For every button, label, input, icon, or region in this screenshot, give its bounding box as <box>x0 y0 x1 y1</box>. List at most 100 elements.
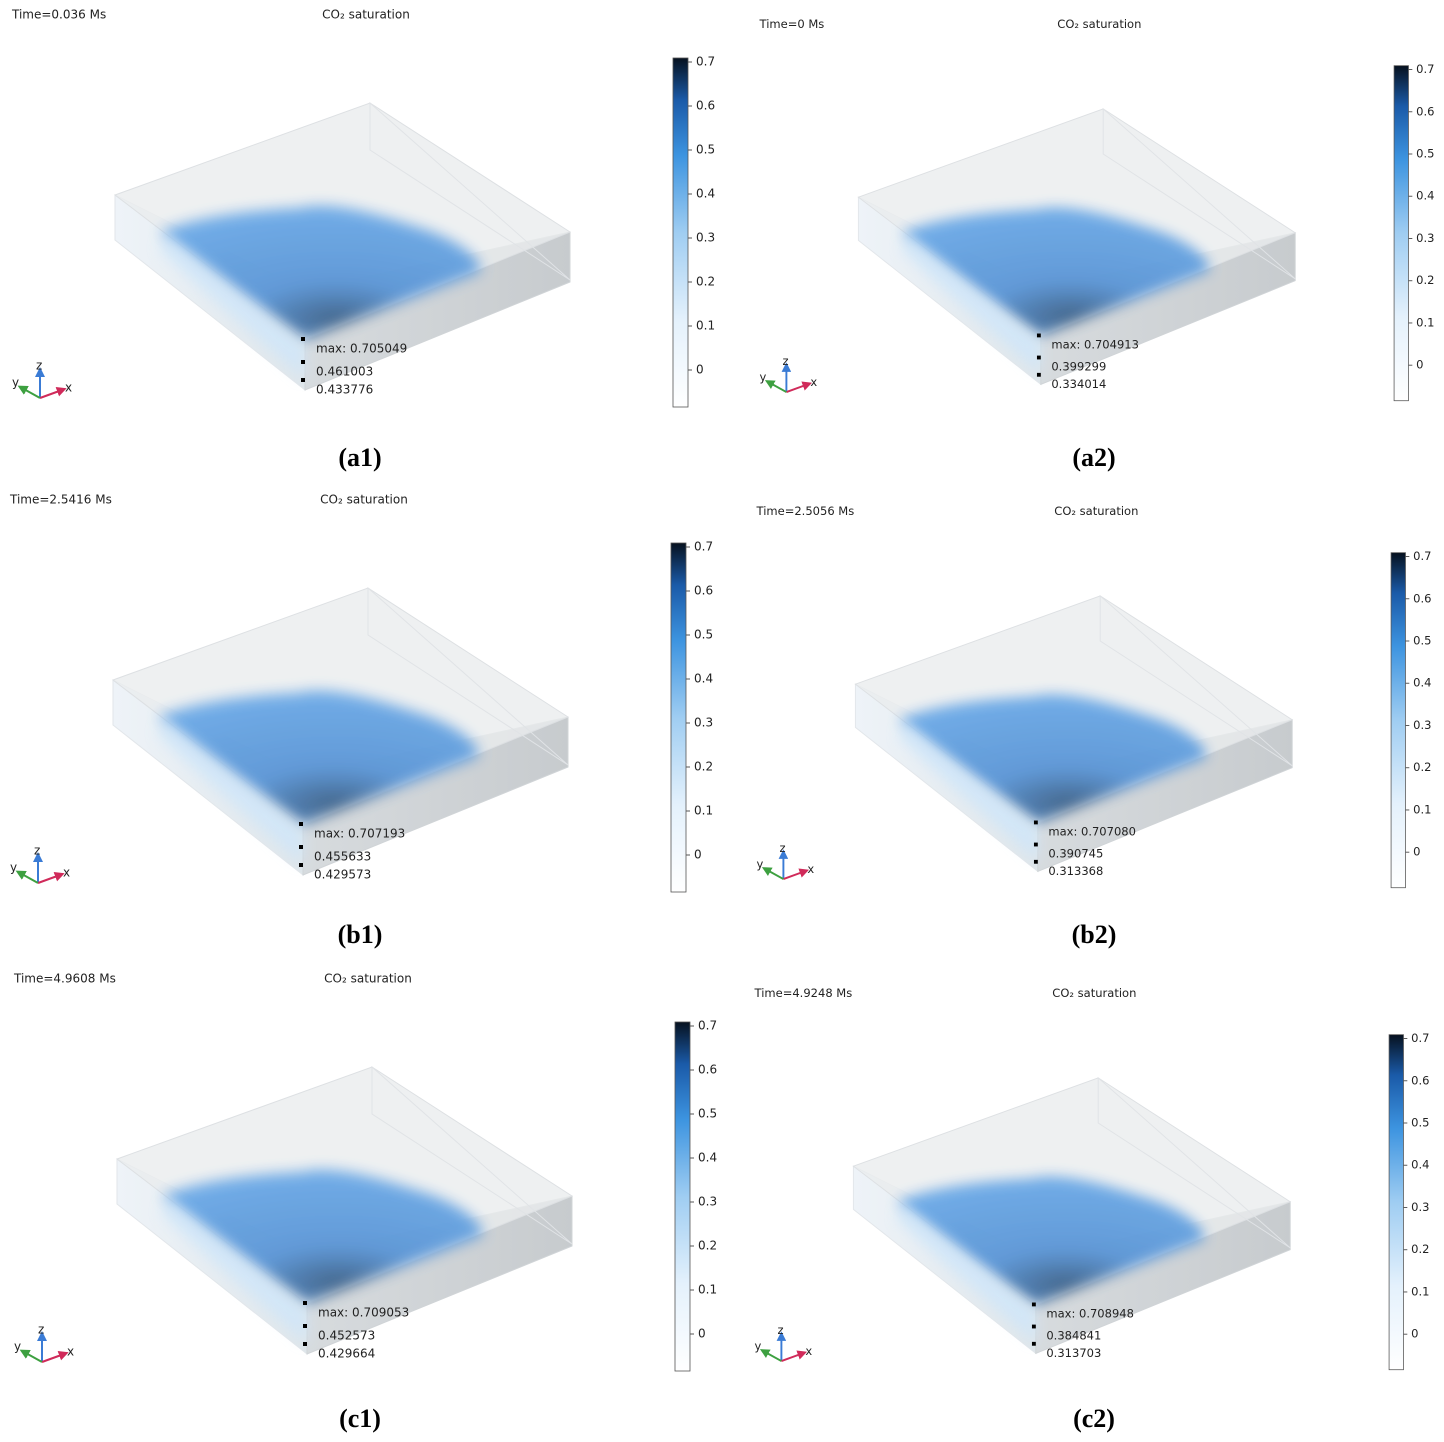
axis-x <box>41 1351 69 1363</box>
probe-label: 0.390745 <box>1048 847 1103 861</box>
axis-z-label: z <box>780 841 786 855</box>
probe-label: max: 0.707080 <box>1048 825 1136 839</box>
probe-label: 0.399299 <box>1051 360 1106 374</box>
colorbar-tick-label: 0.4 <box>694 672 713 686</box>
axis-y-label: y <box>760 370 767 384</box>
plot-title: CO₂ saturation <box>1052 986 1136 1000</box>
panel-caption: (c1) <box>339 1404 381 1433</box>
time-label: Time=4.9608 Ms <box>13 972 116 986</box>
colorbar-tick-label: 0 <box>1411 1327 1418 1341</box>
probe-point <box>1033 820 1038 825</box>
co2-plume <box>160 205 481 340</box>
probe-point <box>1031 1302 1036 1307</box>
colorbar-tick-label: 0.2 <box>696 275 715 289</box>
box-inner-edge <box>1099 594 1293 767</box>
axis-y <box>764 380 787 393</box>
box-inner-edge <box>367 586 569 766</box>
panel: Time=0.036 Ms CO₂ saturation max: 0.705049… <box>11 8 715 408</box>
axis-x <box>37 872 65 884</box>
plot-title: CO₂ saturation <box>322 8 410 22</box>
colorbar-tick-label: 0.5 <box>694 628 713 642</box>
axis-x <box>783 868 810 880</box>
axis-x-label: x <box>807 862 814 876</box>
axis-y <box>15 870 39 884</box>
box-inner-edge <box>371 1065 573 1245</box>
probe-point <box>301 360 305 364</box>
axis-y <box>761 867 784 880</box>
axis-z-label: z <box>38 1323 44 1337</box>
axis-x-label: x <box>810 375 817 389</box>
axis-y <box>19 1349 43 1363</box>
colorbar-tick-label: 0.6 <box>1411 1073 1429 1087</box>
colorbar-tick-label: 0.5 <box>1411 1116 1429 1130</box>
panel-caption: (a1) <box>338 443 381 472</box>
panel: Time=4.9248 Ms CO₂ saturation max: 0.70894… <box>754 986 1429 1371</box>
colorbar-tick-label: 0.4 <box>1416 189 1434 203</box>
time-label: Time=2.5056 Ms <box>756 504 855 518</box>
colorbar <box>1393 65 1409 402</box>
colorbar-tick-label: 0.7 <box>1413 549 1431 563</box>
colorbar-tick-label: 0.3 <box>696 231 715 245</box>
probe-point <box>1036 355 1041 360</box>
colorbar-tick-label: 0.6 <box>1416 104 1434 118</box>
colorbar-tick-label: 0.6 <box>1413 591 1431 605</box>
box-inner-edge <box>1097 1076 1291 1249</box>
colorbar <box>670 542 687 893</box>
time-label: Time=0 Ms <box>759 17 825 31</box>
probe-point <box>299 845 303 849</box>
colorbar <box>1390 552 1406 889</box>
axis-x <box>786 381 813 393</box>
colorbar-tick-label: 0.7 <box>1416 62 1434 76</box>
axis-y-label: y <box>755 1339 762 1353</box>
probe-point <box>299 822 303 826</box>
colorbar-tick-label: 0 <box>694 848 702 862</box>
axis-x <box>781 1350 808 1362</box>
colorbar-tick-label: 0.2 <box>1413 760 1431 774</box>
probe-label: 0.429664 <box>318 1347 375 1361</box>
probe-point <box>1036 372 1041 377</box>
probe-point <box>301 337 305 341</box>
axis-y-label: y <box>12 376 19 390</box>
probe-label: 0.429573 <box>314 868 371 882</box>
probe-label: 0.384841 <box>1046 1329 1101 1343</box>
axis-x-label: x <box>67 1345 74 1359</box>
probe-label: max: 0.708948 <box>1046 1307 1134 1321</box>
box-inner-edge <box>369 101 571 281</box>
axis-y <box>759 1349 782 1362</box>
panel-caption: (a2) <box>1072 443 1115 472</box>
colorbar-tick-label: 0.2 <box>1411 1242 1429 1256</box>
colorbar-tick-label: 0.3 <box>698 1195 717 1209</box>
colorbar-tick-label: 0.3 <box>1413 718 1431 732</box>
colorbar-tick-label: 0.7 <box>698 1019 717 1033</box>
probe-point <box>1031 1324 1036 1329</box>
colorbar-tick-label: 0.4 <box>1413 676 1431 690</box>
probe-label: max: 0.705049 <box>316 342 407 356</box>
colorbar <box>672 57 689 408</box>
colorbar-tick-label: 0.4 <box>698 1151 717 1165</box>
co2-plume-edge <box>158 720 303 865</box>
colorbar-tick-label: 0.1 <box>698 1283 717 1297</box>
co2-plume-edge <box>160 235 305 380</box>
panel-caption: (c2) <box>1073 1404 1115 1433</box>
axis-z-label: z <box>36 359 42 373</box>
axis-y <box>17 385 41 399</box>
axis-x-label: x <box>805 1344 812 1358</box>
probe-point <box>1033 859 1038 864</box>
probe-point <box>301 378 305 382</box>
probe-label: max: 0.704913 <box>1051 338 1139 352</box>
probe-label: max: 0.709053 <box>318 1306 409 1320</box>
co2-plume <box>158 690 479 825</box>
co2-plume <box>896 1176 1205 1306</box>
co2-plume <box>162 1169 483 1304</box>
axis-y-label: y <box>14 1340 21 1354</box>
probe-point <box>1031 1341 1036 1346</box>
plot-title: CO₂ saturation <box>1057 17 1141 31</box>
colorbar-tick-label: 0.1 <box>1413 802 1431 816</box>
co2-plume <box>898 694 1207 824</box>
probe-point <box>1033 842 1038 847</box>
axis-x-label: x <box>63 866 70 880</box>
axis-y-label: y <box>757 857 764 871</box>
box-inner-edge <box>1102 107 1296 280</box>
time-label: Time=2.5416 Ms <box>9 493 112 507</box>
co2-plume-edge <box>901 235 1041 375</box>
